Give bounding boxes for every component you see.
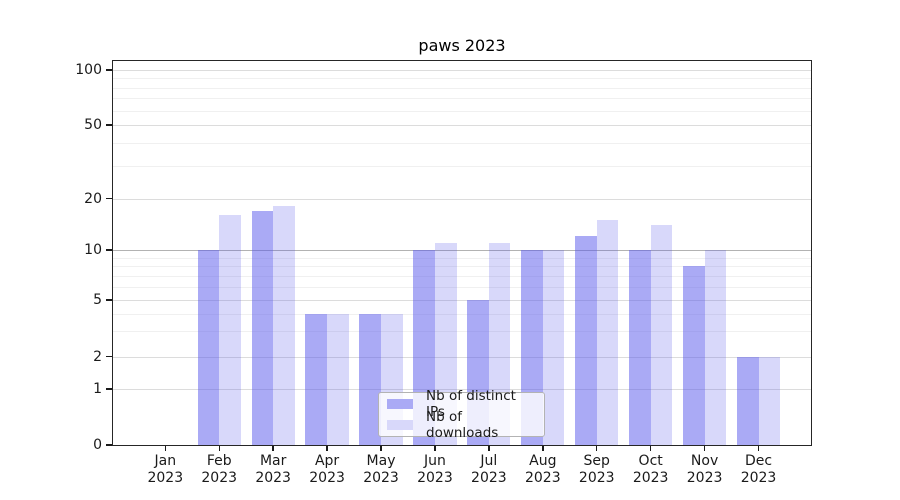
minor-gridline [113, 98, 811, 100]
x-tick-mark [272, 446, 274, 451]
y-tick-mark [106, 444, 112, 446]
x-tick-mark [434, 446, 436, 451]
bar-sep-downloads [596, 219, 619, 445]
x-tick-mark [649, 446, 652, 451]
x-tick-mark [380, 446, 382, 451]
major-gridline [113, 125, 811, 126]
major-gridline [113, 389, 811, 390]
y-tick-label: 2 [93, 348, 102, 365]
x-tick-label: Apr 2023 [309, 453, 345, 486]
bar-apr-downloads [327, 313, 349, 445]
minor-gridline [113, 110, 811, 112]
y-tick-mark [106, 299, 112, 301]
major-gridline [113, 70, 811, 71]
bar-mar-distinct-ips [251, 210, 274, 445]
x-tick-mark [757, 446, 760, 451]
x-tick-mark [542, 446, 544, 451]
plot-area [112, 60, 812, 446]
y-tick-mark [106, 197, 112, 200]
x-tick-label: Mar 2023 [255, 453, 291, 486]
legend-swatch-downloads [387, 420, 413, 430]
y-tick-label: 50 [84, 117, 102, 133]
x-tick-label: Aug 2023 [524, 453, 561, 486]
chart-title: paws 2023 [418, 36, 506, 55]
major-gridline [113, 300, 811, 301]
bar-aug-downloads [542, 250, 565, 445]
y-tick-label: 1 [93, 381, 102, 397]
bar-sep-distinct-ips [575, 236, 597, 445]
x-tick-mark [218, 446, 220, 451]
y-tick-label: 100 [75, 62, 102, 78]
x-tick-label: Jun 2023 [417, 453, 453, 486]
minor-gridline [113, 313, 811, 315]
major-gridline [113, 356, 811, 358]
x-tick-label: Nov 2023 [686, 453, 723, 486]
x-tick-mark [326, 446, 328, 451]
minor-gridline [113, 286, 811, 288]
legend-item-downloads: Nb of downloads [387, 409, 536, 441]
bar-dec-distinct-ips [736, 356, 759, 445]
bar-feb-downloads [219, 215, 241, 445]
x-tick-label: Jan 2023 [147, 453, 184, 486]
legend-item-distinct-ips: Nb of distinct IPs [387, 388, 536, 420]
x-tick-mark [164, 446, 166, 451]
minor-gridline [113, 331, 811, 333]
bar-dec-downloads [758, 356, 781, 445]
y-tick-mark [106, 355, 112, 358]
y-tick-mark [106, 249, 112, 251]
x-tick-label: Dec 2023 [740, 453, 777, 486]
x-tick-mark [596, 446, 598, 451]
x-tick-label: Sep 2023 [578, 453, 615, 486]
y-tick-label: 5 [93, 292, 102, 308]
x-tick-label: May 2023 [363, 453, 399, 486]
y-tick-mark [106, 124, 112, 126]
minor-gridline [113, 165, 811, 167]
x-tick-label: Feb 2023 [201, 453, 238, 486]
bar-feb-distinct-ips [197, 250, 220, 445]
bar-oct-distinct-ips [629, 250, 651, 445]
y-tick-label: 0 [93, 437, 102, 453]
legend-swatch-distinct-ips [387, 399, 413, 409]
y-tick-label: 20 [84, 190, 102, 207]
y-tick-label: 10 [84, 242, 102, 258]
bar-apr-distinct-ips [305, 313, 328, 445]
x-tick-mark [703, 446, 706, 451]
minor-gridline [113, 275, 811, 277]
minor-gridline [113, 78, 811, 80]
minor-gridline [113, 257, 811, 259]
bar-may-distinct-ips [359, 313, 381, 445]
minor-gridline [113, 266, 811, 268]
y-tick-mark [106, 69, 112, 71]
bar-nov-distinct-ips [683, 266, 705, 445]
x-tick-mark [488, 446, 490, 451]
major-gridline [113, 250, 811, 251]
bar-mar-downloads [273, 206, 295, 445]
minor-gridline [113, 142, 811, 144]
legend-label-distinct-ips: Nb of distinct IPs [426, 388, 516, 420]
x-tick-label: Oct 2023 [632, 453, 669, 486]
x-tick-label: Jul 2023 [471, 453, 507, 486]
minor-gridline [113, 87, 811, 89]
legend-label-downloads: Nb of downloads [426, 409, 499, 441]
major-gridline [113, 198, 811, 200]
bar-oct-downloads [650, 225, 673, 445]
y-tick-mark [106, 388, 112, 390]
legend: Nb of distinct IPs Nb of downloads [378, 388, 545, 441]
bar-nov-downloads [704, 250, 727, 445]
